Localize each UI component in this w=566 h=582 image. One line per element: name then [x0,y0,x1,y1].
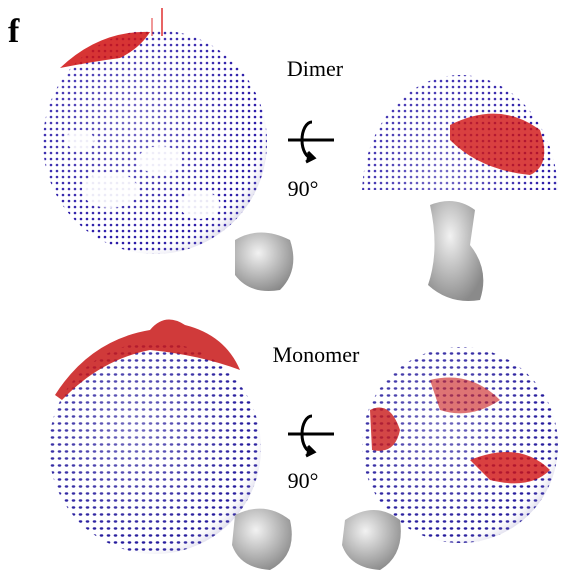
density-map [232,509,292,570]
figure-panel: f Dimer 90° Monomer 90° [0,0,566,582]
dimer-sphere [43,8,267,254]
density-map [428,201,483,301]
rotation-icon [288,416,334,456]
density-map [235,233,293,292]
monomer-label: Monomer [273,342,360,367]
monomer-side-view [362,347,558,543]
rotation-label: 90° [288,468,319,493]
monomer-sphere [49,320,261,554]
rotation-label: 90° [288,176,319,201]
panel-label: f [8,13,20,50]
dimer-label: Dimer [287,56,344,81]
rotation-icon [288,122,334,162]
density-map [342,510,401,570]
